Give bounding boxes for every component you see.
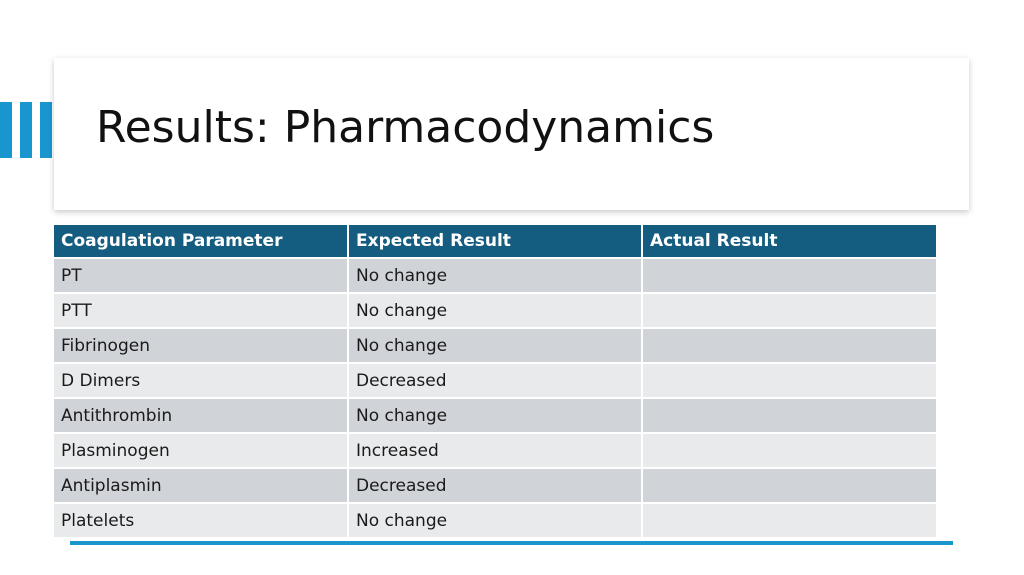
parameter-cell: Antithrombin — [54, 398, 349, 434]
expected-cell: Increased — [348, 433, 643, 469]
table-row: Plasminogen Increased — [54, 433, 936, 469]
actual-cell — [642, 258, 936, 294]
actual-cell — [642, 293, 936, 329]
expected-cell: No change — [348, 293, 643, 329]
expected-cell: No change — [348, 258, 643, 294]
parameter-cell: D Dimers — [54, 363, 349, 399]
accent-bar — [0, 102, 12, 158]
parameter-cell: Antiplasmin — [54, 468, 349, 504]
parameter-cell: PT — [54, 258, 349, 294]
title-card: Results: Pharmacodynamics — [54, 58, 969, 210]
expected-cell: No change — [348, 503, 643, 539]
results-table: Coagulation Parameter Expected Result Ac… — [54, 225, 936, 539]
actual-cell — [642, 398, 936, 434]
expected-cell: No change — [348, 328, 643, 364]
table-row: Fibrinogen No change — [54, 328, 936, 364]
expected-cell: Decreased — [348, 363, 643, 399]
table-row: Platelets No change — [54, 503, 936, 539]
actual-cell — [642, 468, 936, 504]
column-header-expected: Expected Result — [348, 225, 643, 259]
table-header-row: Coagulation Parameter Expected Result Ac… — [54, 225, 936, 259]
parameter-cell: Plasminogen — [54, 433, 349, 469]
accent-bar — [20, 102, 32, 158]
table-row: PT No change — [54, 258, 936, 294]
actual-cell — [642, 433, 936, 469]
column-header-actual: Actual Result — [642, 225, 936, 259]
slide-title: Results: Pharmacodynamics — [96, 102, 715, 153]
bottom-rule — [70, 541, 953, 545]
expected-cell: No change — [348, 398, 643, 434]
table-row: Antiplasmin Decreased — [54, 468, 936, 504]
expected-cell: Decreased — [348, 468, 643, 504]
parameter-cell: PTT — [54, 293, 349, 329]
accent-bar — [40, 102, 52, 158]
table-row: PTT No change — [54, 293, 936, 329]
column-header-parameter: Coagulation Parameter — [54, 225, 349, 259]
parameter-cell: Fibrinogen — [54, 328, 349, 364]
parameter-cell: Platelets — [54, 503, 349, 539]
actual-cell — [642, 363, 936, 399]
actual-cell — [642, 503, 936, 539]
table-row: D Dimers Decreased — [54, 363, 936, 399]
accent-bars — [0, 102, 54, 158]
actual-cell — [642, 328, 936, 364]
table-row: Antithrombin No change — [54, 398, 936, 434]
